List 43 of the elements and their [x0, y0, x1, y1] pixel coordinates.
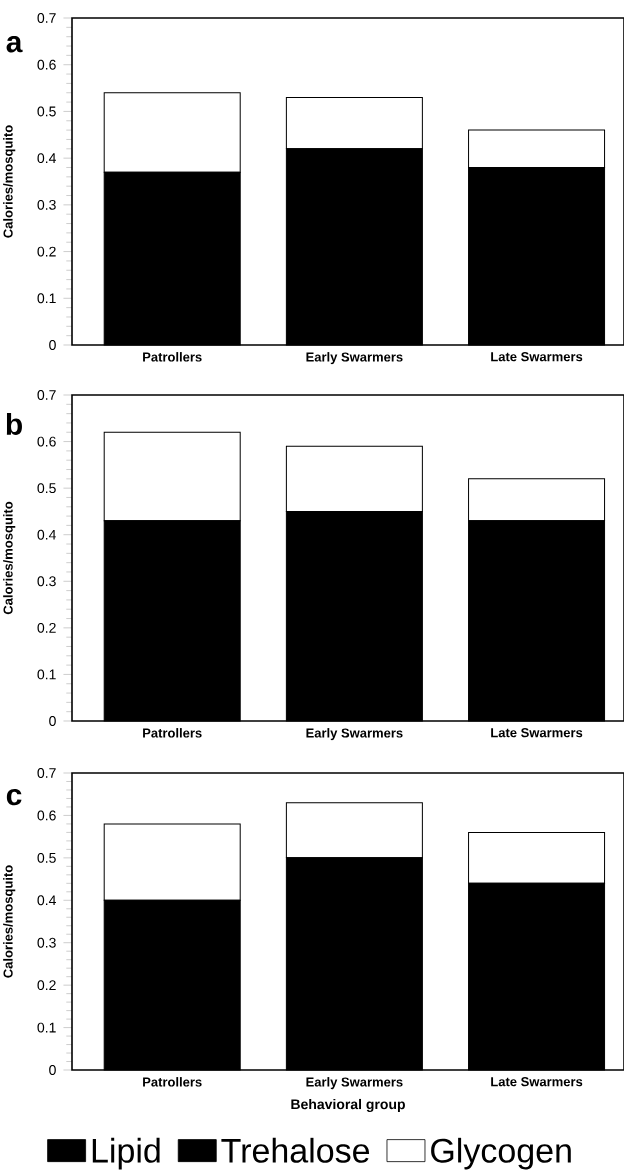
- x-tick-label: Early Swarmers: [306, 1077, 403, 1090]
- y-tick-label: 0.2: [37, 246, 56, 257]
- y-tick-label: 0: [49, 716, 56, 726]
- x-tick-label: Patrollers: [143, 728, 202, 738]
- x-axis-title: Behavioral group: [291, 1098, 405, 1113]
- chart-title: b: [6, 412, 22, 435]
- y-tick-label: 0.7: [37, 13, 56, 23]
- y-tick-label: 0.7: [37, 390, 56, 400]
- x-tick-label: Early Swarmers: [306, 728, 403, 741]
- y-axis-title: Calories/mosquito: [3, 125, 16, 238]
- y-tick-label: 0.4: [37, 153, 56, 164]
- y-tick-label: 0.5: [37, 106, 56, 117]
- legend-label: Trehalose: [221, 1137, 370, 1163]
- x-tick-label: Late Swarmers: [491, 728, 583, 738]
- y-tick-label: 0.2: [37, 980, 56, 991]
- y-tick-label: 0.3: [37, 937, 56, 948]
- y-tick-label: 0.7: [37, 768, 56, 778]
- y-tick-label: 0.1: [37, 1022, 56, 1033]
- y-tick-label: 0.6: [37, 436, 56, 447]
- y-tick-label: 0: [49, 340, 56, 350]
- y-tick-label: 0.5: [37, 483, 56, 494]
- y-tick-label: 0.2: [37, 622, 56, 633]
- x-tick-label: Late Swarmers: [491, 352, 583, 362]
- y-tick-label: 0.3: [37, 199, 56, 210]
- y-tick-label: 0.4: [37, 529, 56, 540]
- y-tick-label: 0.4: [37, 895, 56, 906]
- x-tick-label: Patrollers: [143, 1077, 202, 1087]
- legend-label: Glycogen: [431, 1137, 571, 1170]
- chart-title: c: [6, 788, 22, 806]
- x-tick-label: Late Swarmers: [491, 1077, 583, 1087]
- y-tick-label: 0.1: [37, 293, 56, 304]
- chart-title: a: [6, 35, 23, 53]
- y-axis-title: Calories/mosquito: [3, 865, 16, 978]
- y-tick-label: 0.6: [37, 59, 56, 70]
- y-tick-label: 0: [49, 1065, 56, 1075]
- y-tick-label: 0.3: [37, 576, 56, 587]
- y-tick-label: 0.5: [37, 852, 56, 863]
- x-tick-label: Patrollers: [143, 352, 202, 362]
- y-tick-label: 0.1: [37, 669, 56, 680]
- y-axis-title: Calories/mosquito: [3, 501, 16, 615]
- x-tick-label: Early Swarmers: [306, 352, 403, 365]
- y-tick-label: 0.6: [37, 810, 56, 821]
- legend-label: Lipid: [92, 1137, 160, 1170]
